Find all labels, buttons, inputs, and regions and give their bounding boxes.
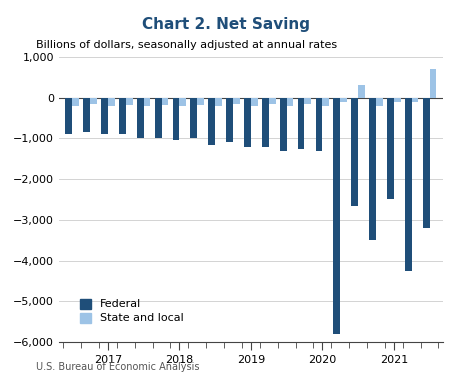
Bar bbox=[226, 98, 232, 142]
Bar bbox=[304, 98, 311, 104]
Bar bbox=[172, 98, 179, 141]
Bar bbox=[90, 98, 97, 104]
Bar bbox=[368, 98, 375, 240]
Bar bbox=[315, 98, 322, 150]
Bar bbox=[190, 98, 197, 138]
Bar bbox=[119, 98, 125, 135]
Bar bbox=[197, 98, 203, 105]
Bar bbox=[357, 86, 364, 98]
Bar bbox=[375, 98, 382, 106]
Bar bbox=[428, 69, 435, 98]
Bar bbox=[137, 98, 143, 138]
Bar bbox=[411, 98, 418, 102]
Bar bbox=[215, 98, 221, 106]
Bar bbox=[250, 98, 257, 106]
Bar bbox=[340, 98, 346, 102]
Bar bbox=[143, 98, 150, 106]
Bar bbox=[333, 98, 340, 334]
Bar bbox=[179, 98, 186, 106]
Bar bbox=[386, 98, 393, 200]
Bar bbox=[268, 98, 275, 104]
Bar bbox=[279, 98, 286, 150]
Text: U.S. Bureau of Economic Analysis: U.S. Bureau of Economic Analysis bbox=[36, 362, 199, 372]
Bar bbox=[125, 98, 132, 105]
Bar bbox=[65, 98, 72, 135]
Bar bbox=[161, 98, 168, 105]
Bar bbox=[101, 98, 108, 135]
Text: Billions of dollars, seasonally adjusted at annual rates: Billions of dollars, seasonally adjusted… bbox=[36, 40, 336, 50]
Bar bbox=[262, 98, 268, 147]
Bar bbox=[108, 98, 115, 106]
Bar bbox=[297, 98, 304, 149]
Bar bbox=[72, 98, 79, 106]
Text: Chart 2. Net Saving: Chart 2. Net Saving bbox=[142, 17, 309, 32]
Bar bbox=[286, 98, 293, 106]
Bar bbox=[404, 98, 411, 271]
Bar bbox=[83, 98, 90, 132]
Bar bbox=[393, 98, 400, 102]
Bar bbox=[422, 98, 428, 228]
Legend: Federal, State and local: Federal, State and local bbox=[76, 294, 188, 328]
Bar bbox=[350, 98, 357, 206]
Bar bbox=[208, 98, 215, 144]
Bar bbox=[154, 98, 161, 138]
Bar bbox=[232, 98, 239, 104]
Bar bbox=[322, 98, 328, 106]
Bar bbox=[244, 98, 250, 147]
